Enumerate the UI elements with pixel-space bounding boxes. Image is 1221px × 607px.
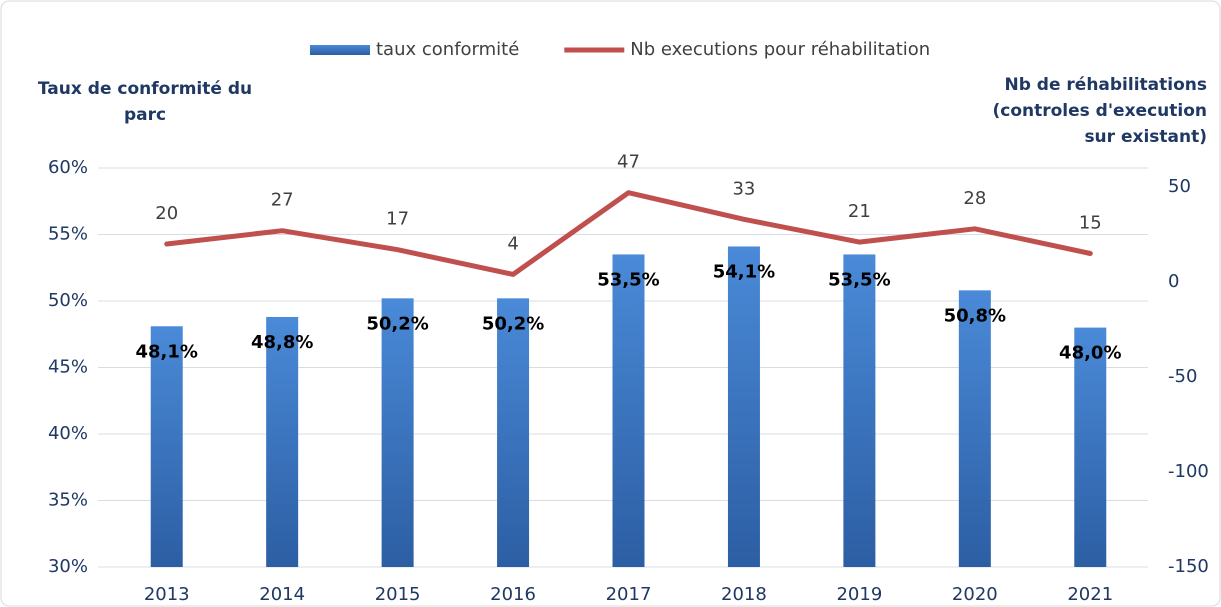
x-tick-label: 2013 xyxy=(144,584,190,605)
x-tick-label: 2014 xyxy=(259,584,305,605)
bar xyxy=(727,246,760,567)
legend-label: Nb executions pour réhabilitation xyxy=(630,39,930,60)
y-tick-label: 50% xyxy=(48,290,88,311)
y2-tick-label: 50 xyxy=(1168,176,1191,197)
bar-value-label: 53,5% xyxy=(828,269,890,290)
bar-value-label: 48,1% xyxy=(135,341,197,362)
x-tick-label: 2018 xyxy=(721,584,767,605)
x-tick-label: 2017 xyxy=(606,584,652,605)
bar-value-label: 54,1% xyxy=(713,261,775,282)
bar xyxy=(150,326,183,567)
bar xyxy=(1074,327,1107,567)
bar-value-label: 53,5% xyxy=(597,269,659,290)
y-tick-label: 30% xyxy=(48,556,88,577)
x-tick-label: 2016 xyxy=(490,584,536,605)
y-tick-label: 55% xyxy=(48,224,88,245)
y-tick-label: 35% xyxy=(48,490,88,511)
x-tick-label: 2021 xyxy=(1067,584,1113,605)
line-value-label: 47 xyxy=(617,152,640,173)
bar-value-label: 50,2% xyxy=(366,313,428,334)
line-value-label: 33 xyxy=(732,178,755,199)
legend-label: taux conformité xyxy=(376,39,519,60)
line-value-label: 27 xyxy=(271,190,294,211)
bar xyxy=(843,254,876,567)
legend-swatch xyxy=(310,45,370,55)
line-value-label: 4 xyxy=(507,233,518,254)
bar xyxy=(958,290,991,567)
line xyxy=(164,190,1093,277)
bar xyxy=(612,254,645,567)
bar xyxy=(497,298,530,567)
x-tick-label: 2020 xyxy=(952,584,998,605)
line-value-label: 15 xyxy=(1079,213,1102,234)
y-tick-label: 40% xyxy=(48,423,88,444)
x-tick-label: 2015 xyxy=(375,584,421,605)
bar xyxy=(266,316,299,567)
bar-value-label: 50,8% xyxy=(944,305,1006,326)
line-value-label: 20 xyxy=(155,203,178,224)
bar-value-label: 48,8% xyxy=(251,332,313,353)
y2-tick-label: -50 xyxy=(1168,366,1197,387)
y-tick-label: 45% xyxy=(48,357,88,378)
y2-axis-title: Nb de réhabilitations (controles d'execu… xyxy=(992,75,1207,147)
y-tick-label: 60% xyxy=(48,157,88,178)
x-tick-label: 2019 xyxy=(836,584,882,605)
line-value-label: 17 xyxy=(386,209,409,230)
y-axis-title: Taux de conformité du parc xyxy=(37,79,253,125)
y2-tick-label: -150 xyxy=(1168,556,1209,577)
bar xyxy=(381,298,414,567)
line-value-label: 21 xyxy=(848,201,871,222)
bar-value-label: 50,2% xyxy=(482,313,544,334)
line-value-label: 28 xyxy=(963,188,986,209)
y2-tick-label: 0 xyxy=(1168,271,1179,292)
y2-tick-label: -100 xyxy=(1168,461,1209,482)
bar-value-label: 48,0% xyxy=(1059,343,1121,364)
